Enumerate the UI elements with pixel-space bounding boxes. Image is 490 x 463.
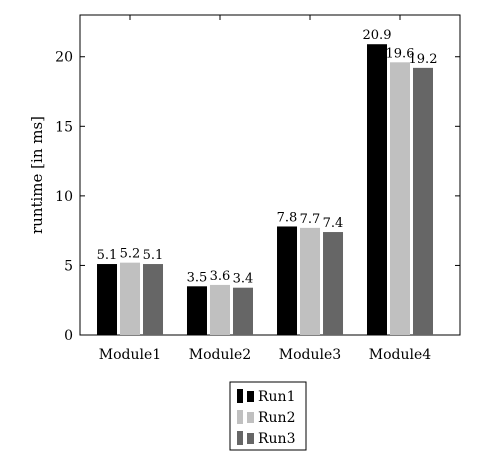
bar-run2-module1: [120, 262, 141, 335]
legend-swatch-run3-b: [247, 433, 254, 444]
x-tick-label: Module3: [279, 347, 341, 363]
legend-label-run2: Run2: [258, 410, 295, 426]
x-tick-label: Module2: [189, 347, 251, 363]
bar-run2-module4: [389, 62, 410, 335]
bar-run3-module4: [412, 67, 433, 335]
bar-run3-module2: [232, 287, 253, 335]
y-tick-label: 5: [64, 258, 73, 274]
y-tick-label: 20: [55, 50, 73, 66]
bar-run1-module4: [366, 44, 387, 335]
bar-run3-module1: [143, 264, 164, 335]
data-label: 3.5: [187, 270, 208, 285]
data-label: 3.4: [233, 272, 254, 287]
legend-swatch-run2-b: [247, 412, 254, 423]
data-label: 7.4: [323, 216, 344, 231]
x-tick-label: Module4: [369, 347, 432, 363]
plot-area-frame: [79, 14, 461, 336]
data-label: 5.1: [97, 248, 118, 263]
y-tick-label: 0: [64, 328, 73, 344]
bar-run1-module2: [186, 286, 207, 335]
y-tick-label: 15: [55, 119, 73, 135]
data-label: 19.2: [409, 52, 438, 67]
y-axis-title: runtime [in ms]: [28, 116, 46, 234]
x-axis: Module1 Module2 Module3 Module4: [99, 15, 431, 363]
legend-swatch-run3: [237, 431, 243, 445]
data-label: 19.6: [386, 46, 415, 61]
bar-run1-module3: [277, 226, 298, 335]
bar-run2-module2: [209, 284, 230, 335]
bar-run3-module3: [323, 232, 344, 335]
data-label-group: 5.1 5.2 5.1 3.5 3.6 3.4 7.8 7.7 7.4 20.9 19.619.2: [97, 28, 438, 286]
bar-series-group: [97, 44, 433, 335]
data-label: 7.7: [300, 212, 321, 227]
data-label: 20.9: [363, 28, 392, 43]
legend-label-run1: Run1: [258, 389, 295, 405]
legend-swatch-run1-b: [247, 391, 254, 402]
data-label: 7.8: [277, 210, 298, 225]
legend-swatch-run2: [237, 410, 243, 424]
bar-run2-module3: [300, 227, 321, 335]
legend-label-run3: Run3: [258, 431, 295, 447]
x-tick-label: Module1: [99, 347, 161, 363]
y-axis: 0 5 10 15 20: [55, 50, 460, 344]
data-label: 3.6: [210, 269, 231, 284]
legend-swatch-run1: [237, 389, 243, 403]
data-label: 5.1: [143, 248, 164, 263]
data-label: 5.2: [120, 247, 141, 262]
bar-run1-module1: [97, 264, 118, 335]
y-tick-label: 10: [55, 189, 73, 205]
legend: Run1 Run2 Run3: [229, 381, 307, 451]
